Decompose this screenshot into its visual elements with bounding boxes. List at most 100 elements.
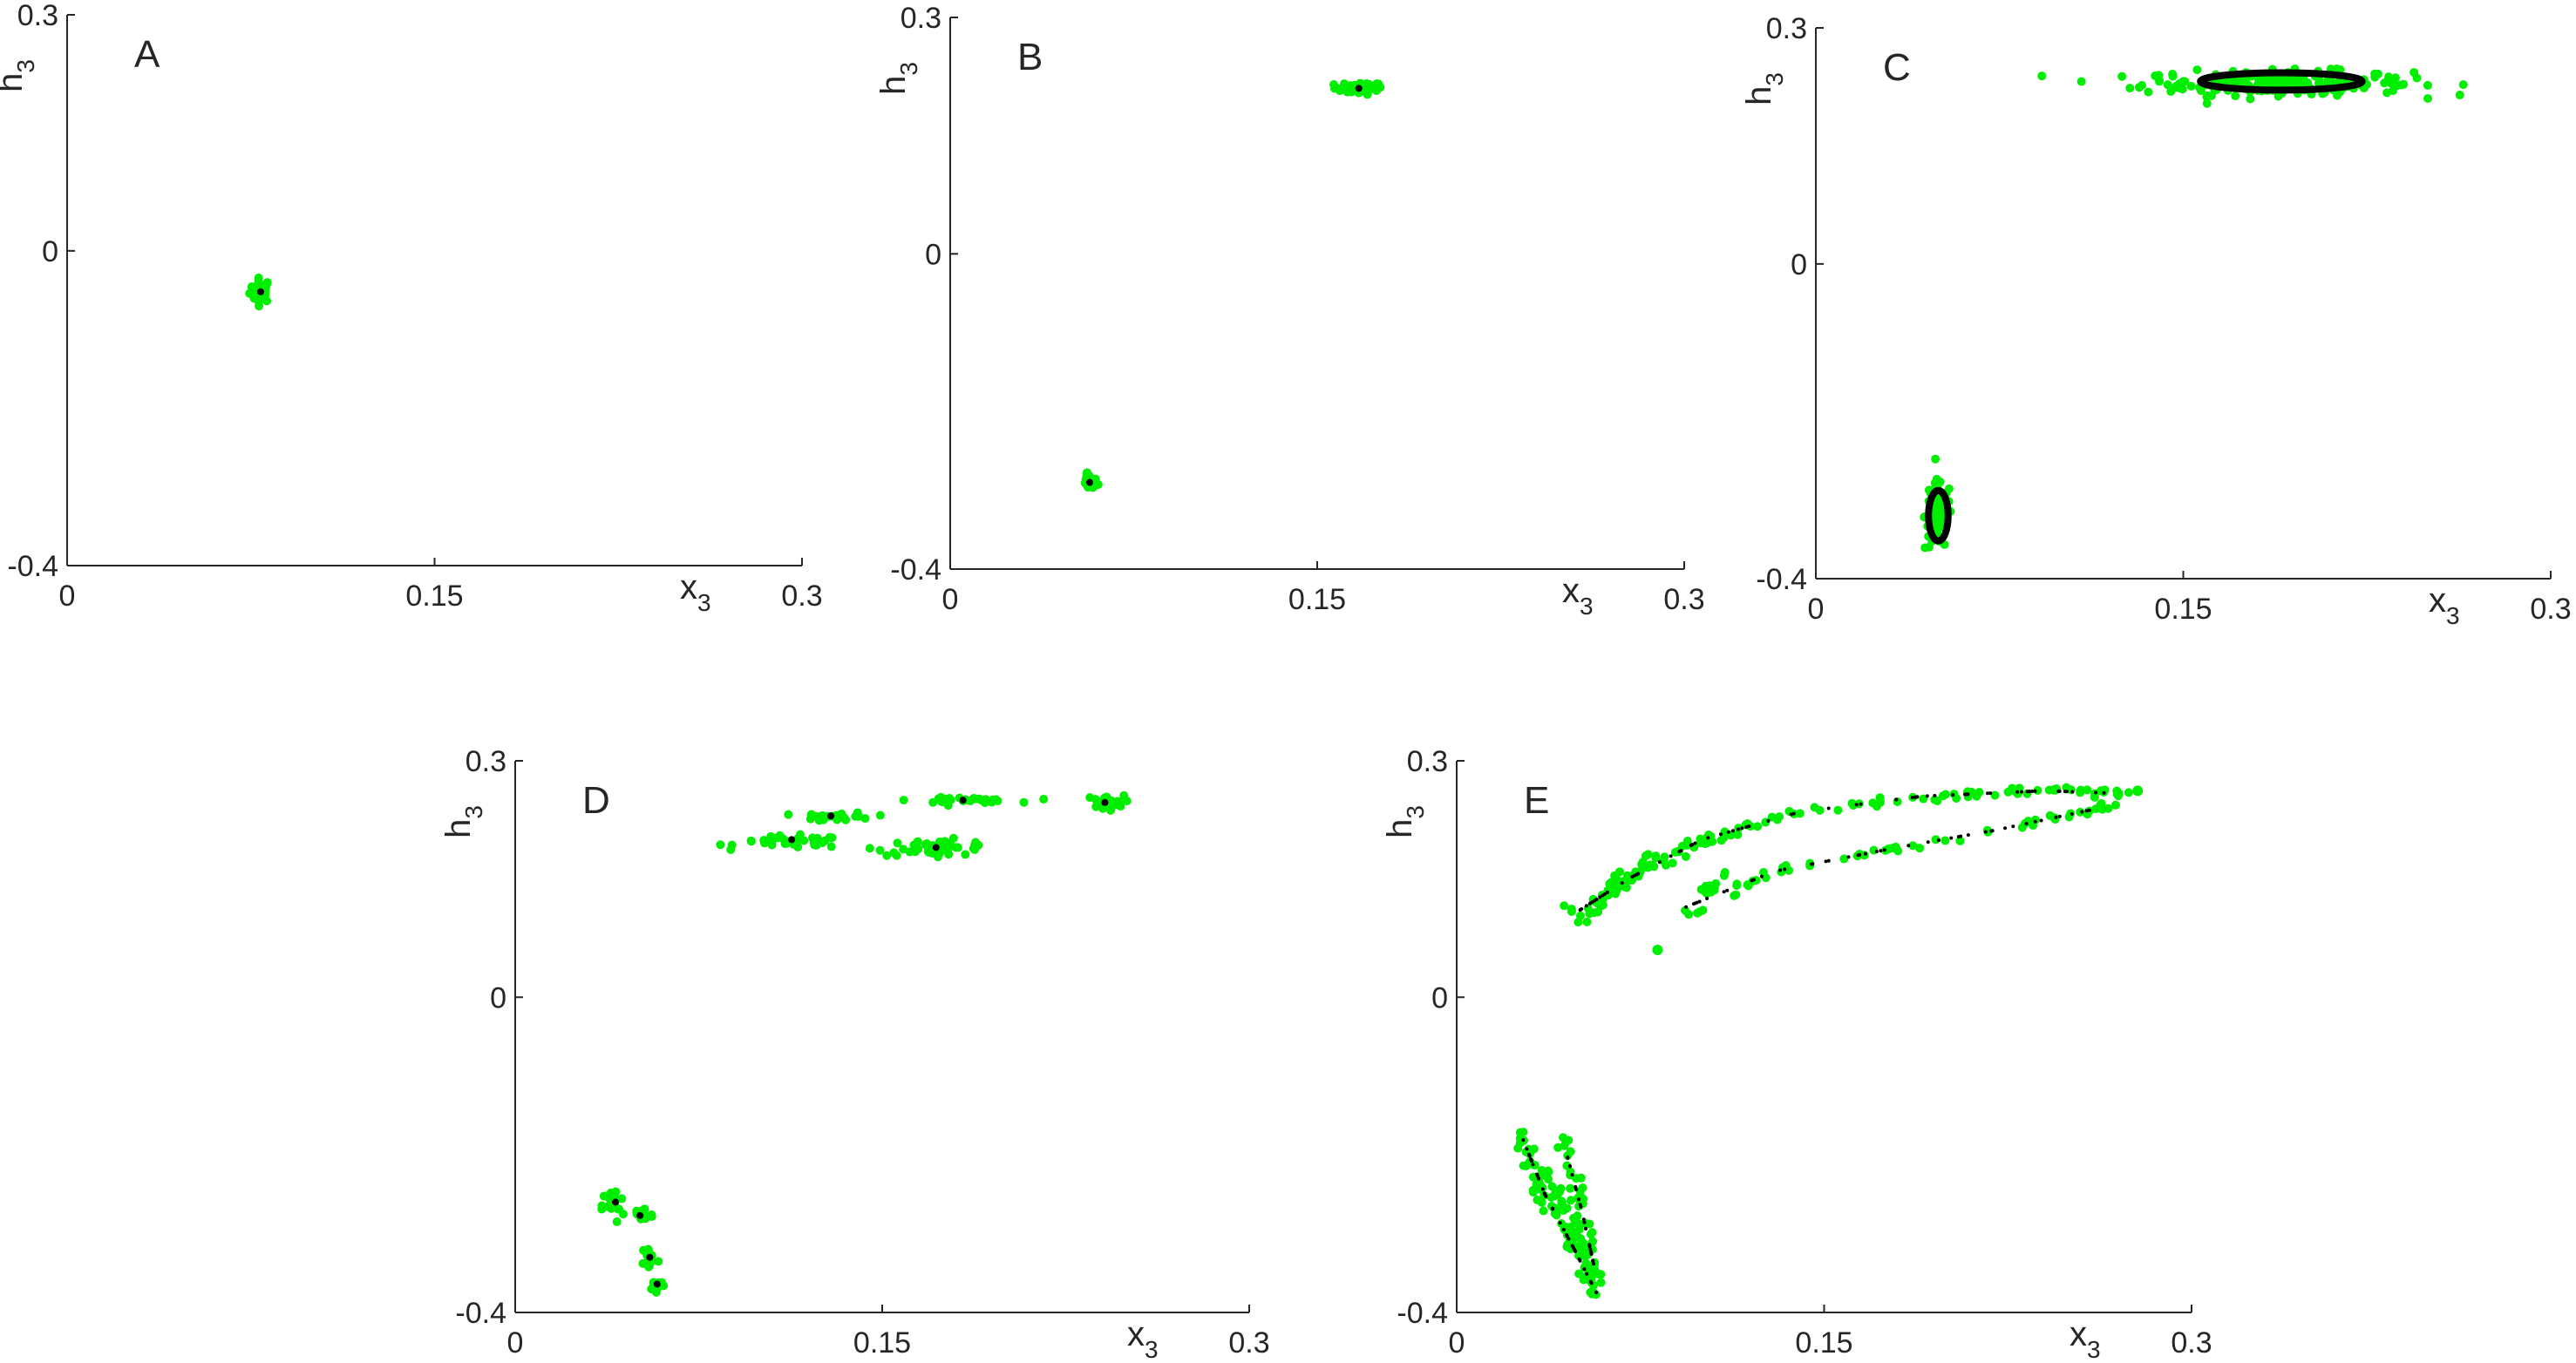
green-point xyxy=(1572,1174,1581,1183)
tick-marks xyxy=(514,760,1250,1313)
green-point xyxy=(928,797,938,807)
y-axis-label-main: h xyxy=(874,76,913,95)
green-point xyxy=(2280,78,2290,87)
green-point xyxy=(1833,805,1843,815)
green-point xyxy=(254,273,263,282)
green-point xyxy=(1618,881,1628,891)
green-point xyxy=(1513,1143,1523,1153)
data-marks xyxy=(245,273,272,311)
attractor-point xyxy=(653,1280,661,1288)
x-axis-label: x3 xyxy=(2070,1315,2101,1363)
green-point xyxy=(1596,1270,1606,1279)
y-tick-label: 0 xyxy=(1431,981,1448,1014)
attractor-point xyxy=(1926,840,1930,844)
green-point xyxy=(1567,905,1576,914)
green-point xyxy=(2186,81,2196,91)
green-point xyxy=(1082,470,1091,479)
green-point xyxy=(833,815,842,824)
green-point xyxy=(1682,837,1692,846)
attractor-point xyxy=(1693,841,1697,845)
attractor-point xyxy=(1789,812,1793,817)
green-point xyxy=(1535,1178,1545,1188)
panel-c: 0 0.15 0.3 -0.4 0 0.3 x3 h3 C xyxy=(1740,12,2572,629)
attractor-point xyxy=(1601,893,1605,898)
attractor-point xyxy=(1684,905,1689,909)
green-point xyxy=(1345,81,1355,91)
green-point xyxy=(1582,917,1592,926)
green-point xyxy=(961,850,970,859)
green-point xyxy=(759,836,769,845)
attractor-point xyxy=(2003,826,2008,831)
attractor-point xyxy=(959,797,967,804)
green-point xyxy=(2231,92,2240,101)
attractor-point xyxy=(1983,830,1988,834)
green-point xyxy=(1931,519,1940,528)
attractor-point xyxy=(1725,888,1730,892)
attractor-point xyxy=(1879,849,1883,853)
green-point xyxy=(974,794,983,804)
attractor-point xyxy=(1594,1290,1598,1294)
green-point xyxy=(899,844,908,854)
attractor-point xyxy=(2019,790,2023,794)
green-point xyxy=(1920,543,1930,553)
attractor-point xyxy=(1706,836,1710,840)
green-point xyxy=(1579,1238,1588,1248)
green-point xyxy=(860,814,870,824)
attractor-point xyxy=(2015,790,2020,794)
x-tick-label: 0.3 xyxy=(1228,1326,1269,1360)
green-point xyxy=(1562,1204,1572,1213)
tick-marks xyxy=(66,14,803,566)
attractor-point xyxy=(1690,843,1695,847)
attractor-point xyxy=(1824,859,1828,864)
attractor-point xyxy=(1567,1163,1572,1168)
attractor-point xyxy=(1949,836,1954,840)
green-point xyxy=(1528,1188,1538,1197)
green-point xyxy=(909,840,919,850)
y-tick-label: -0.4 xyxy=(7,550,58,583)
attractor-point xyxy=(1959,834,1963,838)
y-axis-label: h3 xyxy=(1381,805,1429,838)
attractor-point xyxy=(1525,1147,1529,1151)
green-point xyxy=(2124,788,2133,797)
green-point xyxy=(1519,1128,1528,1137)
green-point xyxy=(2174,78,2184,88)
panel-e: 0 0.15 0.3 -0.4 0 0.3 x3 h3 E xyxy=(1381,745,2212,1363)
green-point xyxy=(1529,1144,1539,1154)
attractor-point xyxy=(1736,827,1740,831)
green-point xyxy=(1702,889,1711,898)
x-axis-label: x3 xyxy=(1562,572,1594,620)
green-point xyxy=(1652,945,1663,956)
attractor-point xyxy=(1791,811,1796,816)
green-point xyxy=(1559,1133,1568,1143)
attractor-point xyxy=(1584,1226,1588,1231)
x-tick-label: 0.15 xyxy=(1795,1326,1852,1360)
green-point xyxy=(1581,1258,1591,1268)
attractor-point xyxy=(1101,798,1109,806)
green-point xyxy=(2370,69,2380,78)
attractor-point xyxy=(1925,794,1929,798)
x-tick-label: 0.3 xyxy=(1663,583,1704,616)
attractor-point xyxy=(1536,1176,1540,1180)
x-tick-label: 0 xyxy=(1808,593,1825,626)
attractor-point xyxy=(1882,848,1886,852)
green-point xyxy=(2076,788,2085,797)
green-point xyxy=(1573,1232,1583,1242)
x-axis-label-main: x xyxy=(1127,1315,1145,1353)
green-point xyxy=(2168,70,2178,79)
attractor-point xyxy=(1579,1204,1583,1209)
green-point xyxy=(1668,858,1677,868)
y-axis-label-main: h xyxy=(439,819,478,838)
panel-label: E xyxy=(1524,779,1549,822)
green-point xyxy=(1573,1218,1582,1228)
green-point xyxy=(969,844,979,854)
green-point xyxy=(893,838,902,848)
attractor-point xyxy=(2033,819,2037,824)
green-point xyxy=(2455,91,2464,100)
green-point xyxy=(965,796,975,805)
y-axis-label-subscript: 3 xyxy=(12,59,39,73)
green-point xyxy=(247,281,256,291)
attractor-point xyxy=(2011,824,2015,829)
attractor-point xyxy=(1751,878,1756,882)
attractor-point xyxy=(1693,901,1697,905)
green-point xyxy=(865,844,874,853)
